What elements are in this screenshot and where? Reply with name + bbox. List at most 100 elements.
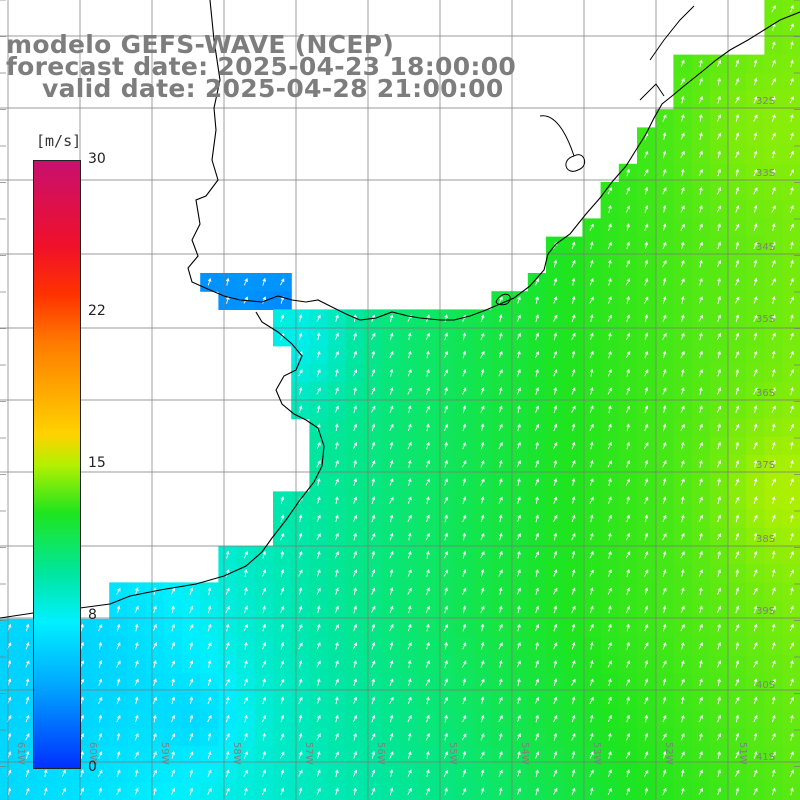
wind-arrow (680, 641, 685, 650)
wind-arrow (735, 787, 740, 796)
wind-arrow (170, 587, 176, 595)
lat-label: 32S (756, 96, 775, 107)
wind-arrow (462, 369, 467, 377)
wind-arrow (735, 205, 740, 213)
wind-arrow (189, 769, 194, 777)
wind-arrow (735, 59, 740, 68)
wind-arrow (498, 696, 503, 705)
wind-arrow (553, 277, 558, 286)
wind-arrow (498, 386, 503, 395)
wind-arrow (699, 751, 703, 759)
wind-arrow (280, 733, 285, 741)
wind-arrow (662, 296, 667, 304)
wind-arrow (698, 423, 703, 432)
wind-arrow (353, 496, 358, 504)
wind-arrow (243, 605, 248, 614)
wind-arrow (662, 223, 667, 231)
wind-arrow (371, 623, 376, 632)
wind-arrow (462, 714, 467, 723)
coastline-south (0, 311, 325, 619)
wind-arrow (662, 641, 667, 650)
wind-arrow (207, 623, 212, 632)
wind-arrow (298, 787, 303, 796)
wind-arrow (644, 714, 649, 723)
lon-label: 56W (375, 742, 386, 765)
wind-arrow (771, 95, 776, 104)
wind-arrow (717, 350, 721, 359)
wind-arrow (407, 623, 412, 632)
wind-arrow (516, 387, 521, 395)
wind-arrow (480, 387, 485, 395)
wind-arrow (280, 696, 285, 705)
wind-arrow (480, 769, 485, 778)
wind-arrow (534, 478, 540, 486)
wind-arrow (771, 387, 776, 395)
wind-arrow (625, 605, 631, 614)
wind-arrow (408, 477, 412, 486)
wind-arrow (717, 478, 721, 486)
wind-arrow (408, 678, 412, 687)
wind-arrow (25, 787, 30, 796)
wind-arrow (407, 369, 412, 377)
wind-arrow (407, 350, 412, 359)
wind-arrow (244, 569, 248, 577)
wind-arrow (244, 660, 248, 668)
wind-arrow (553, 459, 558, 468)
wind-arrow (789, 278, 794, 286)
wind-arrow (480, 532, 485, 541)
wind-arrow (426, 568, 430, 577)
wind-arrow (698, 769, 703, 777)
wind-arrow (498, 769, 503, 777)
wind-arrow (790, 241, 794, 250)
wind-arrow (735, 368, 740, 377)
wind-arrow (571, 569, 576, 577)
wind-arrow (553, 696, 558, 705)
wind-arrow (317, 350, 321, 359)
wind-arrow (517, 623, 521, 632)
wind-arrow (316, 714, 321, 723)
wind-arrow (189, 678, 194, 686)
wind-arrow (389, 732, 394, 741)
wind-arrow (698, 369, 703, 377)
wind-cell (218, 673, 238, 693)
wind-arrow (480, 787, 485, 796)
lon-label: 58W (231, 742, 242, 765)
wind-arrow (425, 733, 430, 741)
wind-arrow (335, 387, 339, 395)
wind-arrow (389, 678, 394, 686)
wind-arrow (152, 769, 157, 777)
wind-arrow (717, 514, 722, 523)
wind-arrow (443, 623, 449, 632)
wind-arrow (699, 478, 703, 486)
wind-arrow (389, 387, 394, 395)
wind-arrow (789, 642, 794, 650)
wind-arrow (771, 568, 776, 577)
wind-arrow (298, 514, 303, 523)
wind-arrow (189, 587, 194, 595)
wind-arrow (680, 532, 685, 541)
wind-arrow (608, 405, 612, 414)
wind-arrow (425, 405, 430, 413)
wind-arrow (207, 769, 212, 777)
wind-arrow (662, 314, 667, 322)
wind-arrow (644, 277, 649, 286)
wind-arrow (680, 551, 685, 559)
wind-arrow (608, 204, 612, 213)
wind-arrow (771, 714, 776, 723)
wind-arrow (316, 678, 321, 687)
wind-arrow (352, 441, 358, 450)
wind-arrow (625, 678, 631, 686)
wind-arrow (662, 405, 667, 413)
wind-arrow (371, 368, 376, 377)
wind-arrow (753, 405, 758, 414)
wind-arrow (589, 787, 594, 796)
wind-arrow (626, 223, 630, 231)
wind-arrow (553, 714, 558, 723)
wind-arrow (298, 386, 303, 395)
wind-arrow (553, 387, 558, 395)
wind-arrow (153, 605, 157, 614)
wind-arrow (699, 732, 703, 741)
wind-arrow (534, 751, 540, 759)
wind-arrow (335, 459, 339, 468)
wind-arrow (389, 496, 394, 504)
